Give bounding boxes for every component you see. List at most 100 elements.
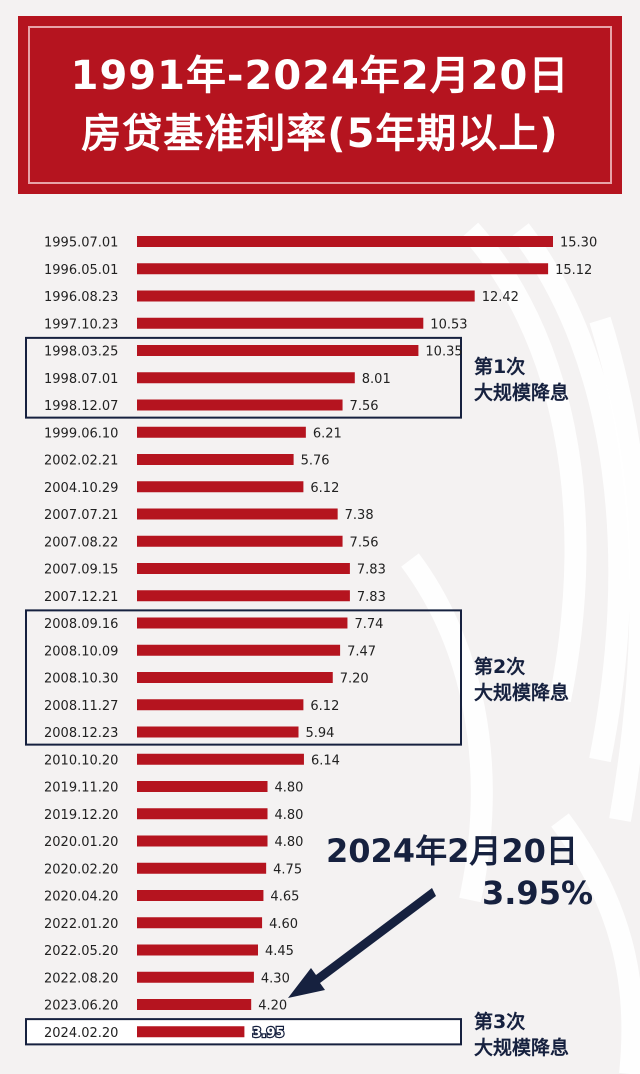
value-label: 6.21	[313, 426, 342, 441]
category-label: 2008.12.23	[44, 726, 118, 741]
rate-cut-frame-2	[25, 609, 462, 746]
category-label: 2022.05.20	[44, 944, 118, 959]
value-label: 3.95	[252, 1026, 284, 1041]
category-label: 1997.10.23	[44, 317, 118, 332]
bar-2020.01.20	[137, 835, 268, 847]
category-label: 2024.02.20	[44, 1026, 118, 1041]
category-label: 2022.01.20	[44, 917, 118, 932]
bar-2020.02.20	[137, 862, 267, 874]
category-label: 2007.08.22	[44, 535, 118, 550]
category-label: 2007.07.21	[44, 508, 118, 523]
value-label: 7.47	[347, 644, 376, 659]
category-label: 2023.06.20	[44, 999, 118, 1014]
bar-2007.08.22	[137, 535, 343, 547]
title-banner: 1991年-2024年2月20日 房贷基准利率(5年期以上)	[18, 16, 622, 194]
bar-2020.04.20	[137, 890, 264, 901]
category-label: 1996.05.01	[44, 263, 118, 278]
bar-1999.06.10	[137, 426, 306, 438]
bar-2008.09.16	[137, 617, 348, 629]
category-label: 2022.08.20	[44, 971, 118, 986]
highlight-date: 2024年2月20日	[326, 832, 578, 870]
bar-2019.11.20	[137, 781, 268, 792]
bar-2004.10.29	[137, 481, 304, 493]
category-label: 2008.10.30	[44, 672, 118, 687]
cut1-label-line2: 大规模降息	[474, 382, 570, 404]
value-label: 8.01	[362, 372, 391, 387]
value-label: 5.76	[301, 454, 330, 469]
category-label: 2010.10.20	[44, 753, 118, 768]
cut3-label-line1: 第3次	[474, 1011, 526, 1033]
value-label: 6.12	[310, 699, 339, 714]
category-label: 1995.07.01	[44, 236, 118, 251]
category-label: 2002.02.21	[44, 454, 118, 469]
category-label: 2008.09.16	[44, 617, 118, 632]
bar-1995.07.01	[137, 236, 553, 247]
value-label: 4.80	[275, 835, 304, 850]
category-label: 1998.12.07	[44, 399, 118, 414]
title-frame: 1991年-2024年2月20日 房贷基准利率(5年期以上)	[28, 26, 612, 184]
bar-2022.05.20	[137, 944, 258, 956]
category-label: 1996.08.23	[44, 290, 118, 305]
bar-2023.06.20	[137, 999, 252, 1010]
value-label: 7.56	[350, 399, 379, 414]
value-label: 7.83	[357, 563, 386, 578]
value-label: 7.38	[345, 508, 374, 523]
category-label: 2020.01.20	[44, 835, 118, 850]
bar-2007.09.15	[137, 563, 350, 574]
bar-1998.12.07	[137, 399, 343, 411]
cut1-annotation: 第1次 大规模降息	[474, 354, 569, 406]
cut2-label-line1: 第2次	[474, 656, 526, 678]
bar-2024.02.20	[137, 1026, 245, 1038]
bar-1998.03.25	[137, 345, 419, 356]
cut1-label-line1: 第1次	[474, 356, 526, 378]
bar-2008.10.09	[137, 644, 341, 656]
bar-2002.02.21	[137, 454, 294, 465]
value-label: 5.94	[306, 726, 335, 741]
value-label: 7.83	[357, 590, 386, 605]
category-label: 1999.06.10	[44, 426, 118, 441]
value-label: 15.30	[560, 236, 597, 251]
value-label: 4.75	[273, 862, 302, 877]
rate-cut-frame-1	[25, 336, 462, 419]
title-line-2: 房贷基准利率(5年期以上)	[81, 111, 559, 157]
value-label: 6.14	[311, 753, 340, 768]
value-label: 4.80	[275, 781, 304, 796]
bar-1998.07.01	[137, 372, 355, 384]
category-label: 1998.03.25	[44, 345, 118, 360]
category-label: 2020.02.20	[44, 862, 118, 877]
value-label: 4.45	[265, 944, 294, 959]
value-label: 10.53	[430, 317, 467, 332]
bar-1996.05.01	[137, 263, 549, 275]
bar-1996.08.23	[137, 290, 475, 302]
bar-2010.10.20	[137, 753, 304, 765]
bar-2007.07.21	[137, 508, 338, 520]
category-label: 2019.12.20	[44, 808, 118, 823]
value-label: 6.12	[310, 481, 339, 496]
value-label: 15.12	[555, 263, 592, 278]
category-label: 2007.12.21	[44, 590, 118, 605]
pointer-arrow	[288, 888, 436, 998]
value-label: 4.60	[269, 917, 298, 932]
title-line-1: 1991年-2024年2月20日	[70, 53, 570, 99]
bar-2008.10.30	[137, 672, 333, 683]
value-label: 7.20	[340, 672, 369, 687]
bar-2022.01.20	[137, 917, 263, 929]
bar-2008.11.27	[137, 699, 304, 711]
value-label: 10.35	[425, 345, 462, 360]
bar-2007.12.21	[137, 590, 350, 602]
bar-2022.08.20	[137, 971, 254, 983]
value-label: 12.42	[482, 290, 519, 305]
category-label: 2019.11.20	[44, 781, 118, 796]
bar-1997.10.23	[137, 317, 424, 329]
value-label: 4.30	[261, 971, 290, 986]
category-label: 2020.04.20	[44, 890, 118, 905]
highlight-rate: 3.95%	[482, 874, 594, 912]
category-label: 2004.10.29	[44, 481, 118, 496]
cut2-label-line2: 大规模降息	[474, 682, 570, 704]
cut3-annotation: 第3次 大规模降息	[474, 1009, 569, 1061]
cut2-annotation: 第2次 大规模降息	[474, 654, 569, 706]
category-label: 2007.09.15	[44, 563, 118, 578]
value-label: 7.74	[354, 617, 383, 632]
cut3-label-line2: 大规模降息	[474, 1037, 570, 1059]
